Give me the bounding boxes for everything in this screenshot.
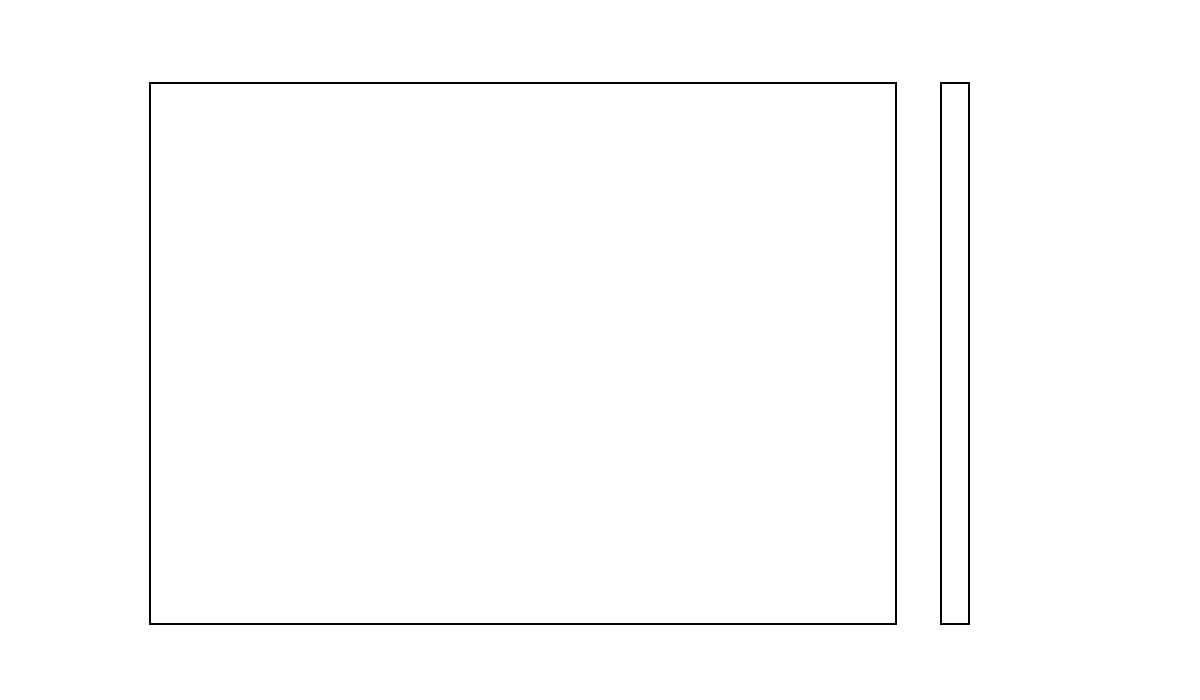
heatmap-canvas <box>151 84 451 234</box>
colorbar <box>942 84 1200 234</box>
